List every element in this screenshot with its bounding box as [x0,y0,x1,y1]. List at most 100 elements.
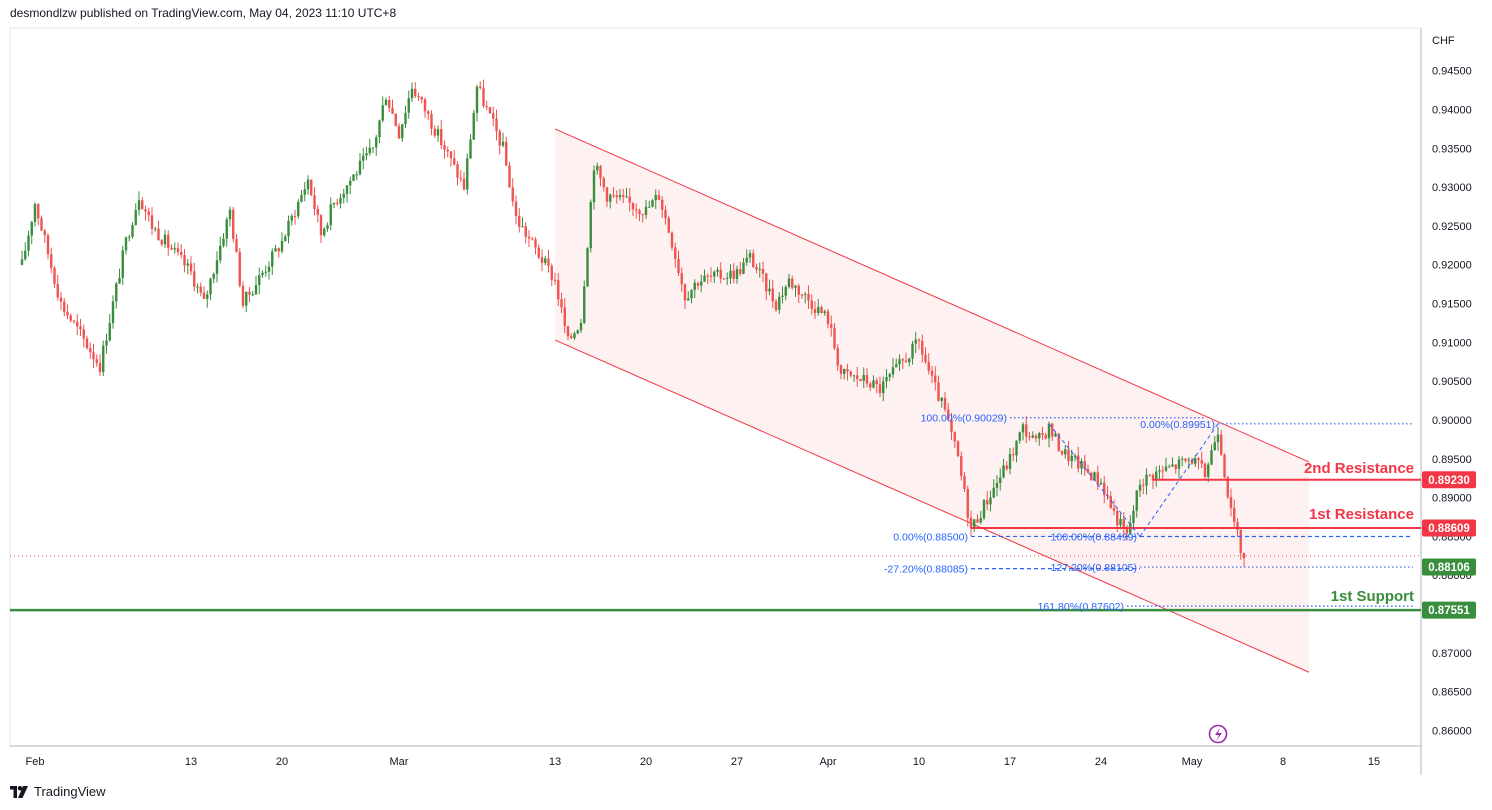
y-tick-label: 0.92000 [1432,260,1472,272]
channel-lower-line[interactable] [554,339,1310,673]
candle-body [440,129,443,146]
candle-body [1054,433,1057,437]
candle-body [768,288,771,292]
candle-body [1103,482,1106,496]
resistance-1-label: 1st Resistance [1309,506,1414,523]
candle-body [1086,469,1090,473]
candle-body [371,147,375,149]
candle-body [1200,460,1203,464]
candle-body [388,99,391,108]
candle-body [326,225,329,229]
resistance-1-badge-text: 0.88609 [1428,523,1470,535]
candle-body [85,338,89,349]
channel-upper-line[interactable] [554,128,1310,463]
resistance-2-badge [1422,471,1476,489]
candle-body [976,519,979,523]
fib-swing-line[interactable] [1139,423,1219,537]
tradingview-logo-icon [10,785,28,798]
candle-body [1207,464,1210,477]
support-resistance-levels[interactable]: 2nd Resistance 1st Resistance 1st Support [10,460,1421,612]
candle-body [511,187,514,202]
candle-body [1064,449,1067,455]
candle-body [66,311,69,316]
candle-body [1187,459,1190,461]
candle-body [706,275,709,277]
candle-body [885,376,888,382]
candle-body [651,200,654,207]
candle-body [293,215,297,217]
candle-body [1109,496,1112,508]
candle-body [59,297,63,302]
candle-body [872,380,875,388]
fib-level-label: -27.20%(0.88085) [884,564,968,576]
candle-body [599,165,602,179]
candle-body [199,286,202,293]
candle-body [579,322,583,331]
candle-body [381,105,384,121]
candle-body [1161,470,1164,472]
candle-body [433,128,436,136]
candle-body [995,482,999,488]
x-tick-label: Feb [26,756,45,768]
fib-127-badge-text: 0.88106 [1428,562,1470,574]
fib-swing-line[interactable] [1048,423,1141,537]
candle-body [274,248,277,252]
candle-body [316,208,319,215]
alert-icon[interactable] [1208,724,1228,744]
candle-body [784,286,787,296]
candle-body [264,271,267,273]
candle-body [696,282,700,286]
y-tick-label: 0.93000 [1432,182,1472,194]
candle-body [921,340,924,355]
candle-body [846,368,849,372]
candle-body [297,201,300,217]
candle-body [375,137,378,148]
y-tick-label: 0.91000 [1432,337,1472,349]
candle-body [1125,528,1129,534]
candle-body [37,204,40,219]
candle-body [1051,423,1054,437]
candle-body [124,237,128,251]
candle-body [368,147,371,154]
candle-body [121,250,124,278]
candle-body [878,384,882,394]
candle-body [323,228,326,236]
candle-body [664,209,667,219]
candle-body [53,267,56,285]
candle-body [989,497,992,505]
candle-body [937,382,940,401]
x-tick-label: 27 [731,756,743,768]
candle-body [492,113,495,119]
candle-body [914,339,917,344]
candle-body [979,517,982,523]
candle-body [544,258,547,263]
candle-body [550,266,553,280]
candle-body [173,248,176,250]
candle-body [804,293,807,295]
candle-body [583,286,586,323]
candle-body [196,286,199,288]
fibonacci-levels[interactable]: 100.00%(0.90029) 0.00%(0.89951) 0.00%(0.88… [884,413,1413,613]
candle-body [352,174,355,181]
candle-body [911,343,914,359]
candle-body [238,252,241,286]
candle-body [631,202,635,210]
candle-body [319,214,323,236]
candle-body [206,294,209,299]
candle-body [1164,466,1168,471]
descending-channel[interactable] [554,128,1310,673]
candle-body [930,370,934,376]
fib-127-badge [1422,558,1476,576]
candle-body [472,112,475,140]
candle-body [566,326,570,337]
candle-body [830,324,833,328]
candle-body [1002,465,1005,478]
candle-body [111,301,115,324]
candle-body [514,201,518,216]
x-tick-label: 20 [640,756,652,768]
candle-body [657,195,661,200]
candle-body [943,397,947,410]
candle-body [553,279,557,281]
candle-body [362,155,365,161]
